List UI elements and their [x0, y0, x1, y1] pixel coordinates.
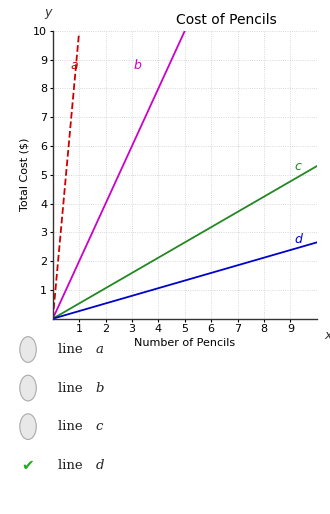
Text: c: c	[96, 420, 103, 433]
Text: line: line	[58, 420, 86, 433]
Text: a: a	[71, 59, 79, 72]
Text: b: b	[96, 381, 104, 395]
Text: y: y	[44, 6, 51, 20]
Text: d: d	[96, 458, 104, 472]
Text: Cost of Pencils: Cost of Pencils	[177, 13, 277, 27]
Text: d: d	[294, 233, 302, 246]
Text: line: line	[58, 343, 86, 356]
Text: c: c	[295, 160, 302, 173]
Y-axis label: Total Cost ($): Total Cost ($)	[19, 138, 29, 211]
X-axis label: Number of Pencils: Number of Pencils	[134, 338, 235, 348]
Text: line: line	[58, 381, 86, 395]
Text: ✔: ✔	[22, 457, 34, 473]
Text: line: line	[58, 458, 86, 472]
Text: x: x	[325, 329, 330, 342]
Text: a: a	[96, 343, 104, 356]
Text: b: b	[133, 59, 141, 72]
